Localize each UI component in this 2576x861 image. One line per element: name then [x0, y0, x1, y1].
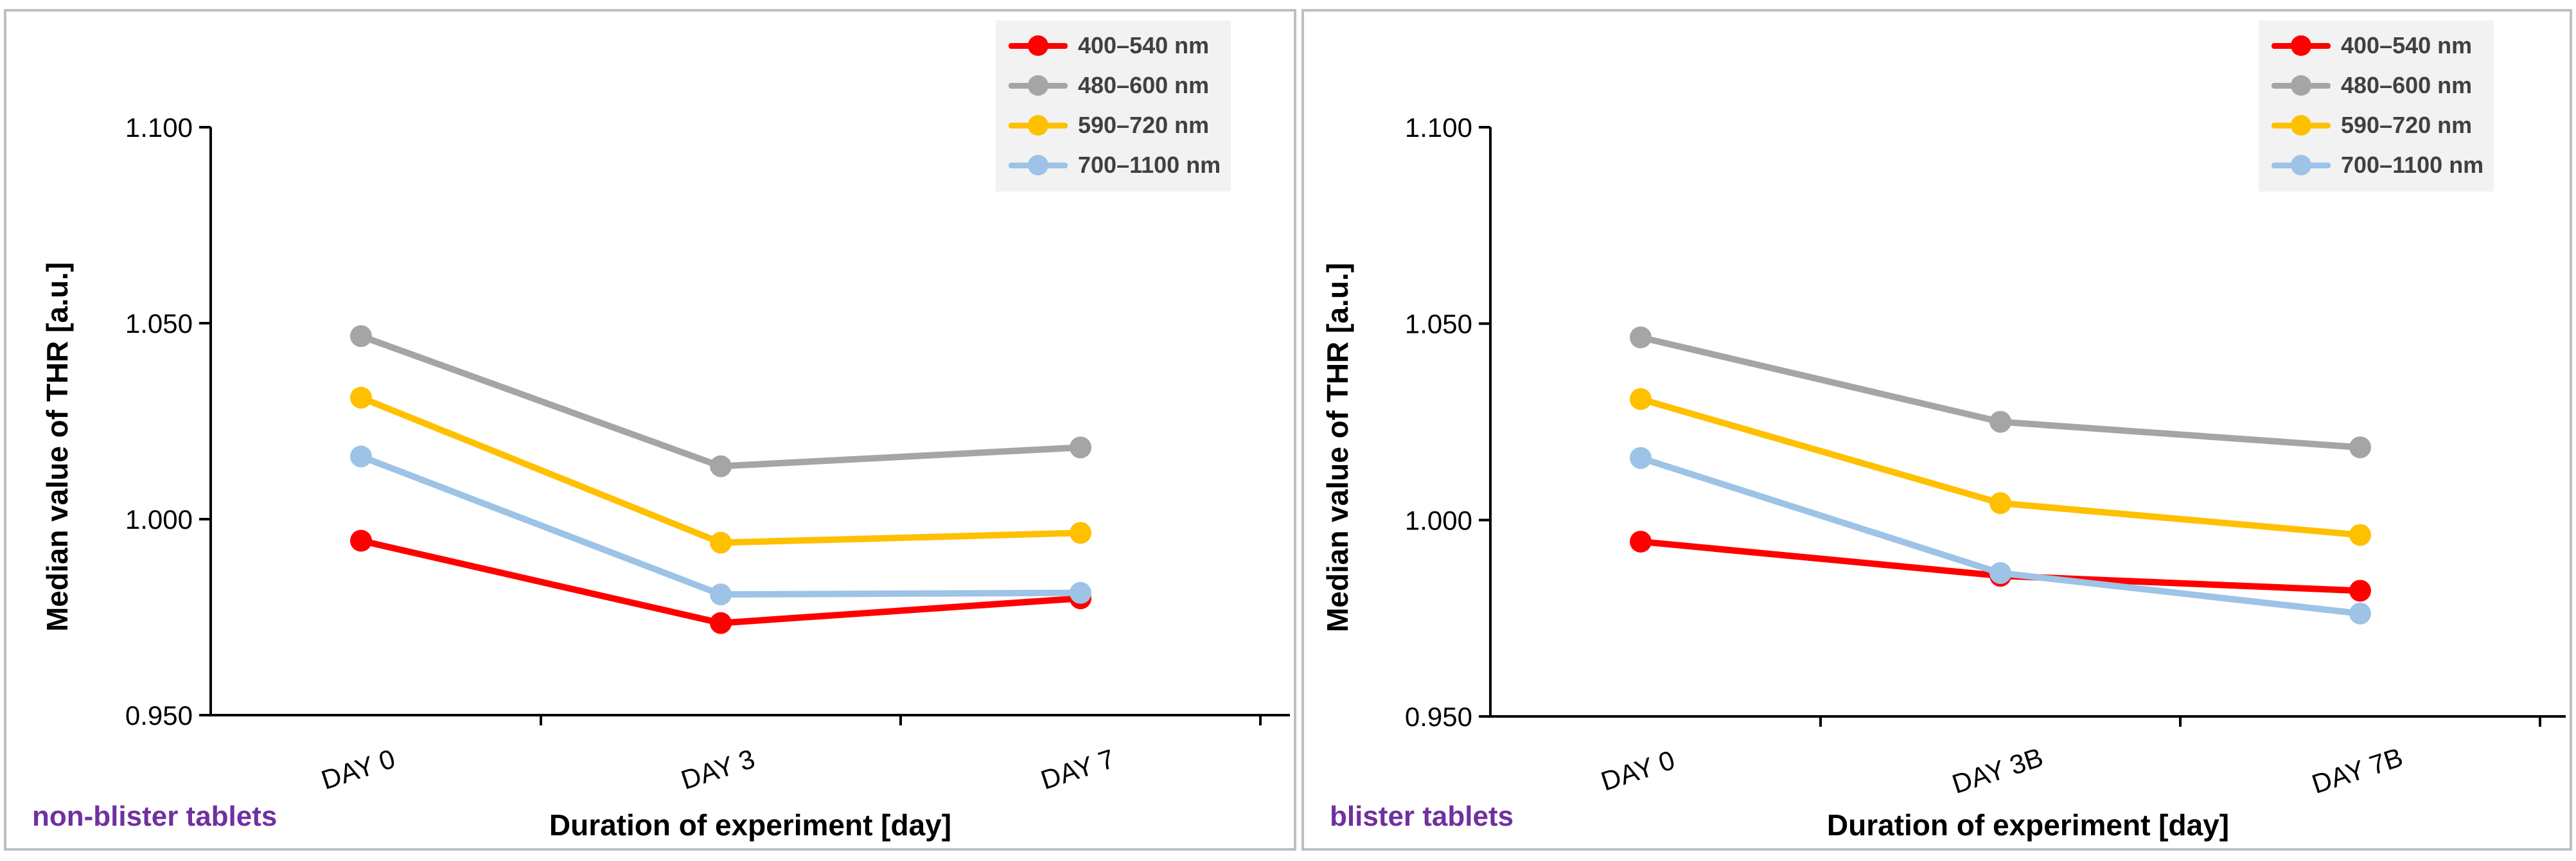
data-point-s4-1: [1630, 447, 1652, 469]
chart-panel-blister: 0.950 1.000 1.050 1.100 DAY 0 DAY 3B DAY 7B Dur…: [1301, 9, 2572, 851]
data-point-s3-1: [350, 386, 372, 409]
series-line-2: [358, 333, 1084, 470]
legend-item-480-600: 480–600 nm: [2268, 66, 2483, 105]
legend-label: 400–540 nm: [2341, 32, 2473, 58]
legend-label: 400–540 nm: [1078, 32, 1210, 58]
panel-caption: blister tablets: [1330, 801, 1514, 832]
legend-swatch-gray: [2268, 66, 2334, 105]
data-point-s2-1: [1630, 326, 1652, 349]
legend-swatch-lightblue: [1005, 145, 1072, 185]
data-point-s1-1: [350, 529, 372, 552]
legend-label: 700–1100 nm: [2341, 152, 2484, 178]
legend-swatch-lightblue: [2268, 145, 2334, 185]
data-point-s4-3: [2349, 602, 2371, 625]
legend-label: 590–720 nm: [1078, 112, 1210, 138]
data-point-s4-2: [710, 583, 732, 606]
x-tick-label: DAY 3: [677, 743, 758, 795]
legend-swatch-red: [2268, 26, 2334, 66]
data-point-s2-2: [710, 455, 732, 477]
data-point-s3-1: [1630, 388, 1652, 411]
legend-item-400-540: 400–540 nm: [1005, 26, 1221, 66]
legend-label: 590–720 nm: [2341, 112, 2473, 138]
legend-item-700-1100: 700–1100 nm: [2268, 145, 2483, 185]
y-tick-label: 1.000: [1405, 505, 1472, 535]
y-axis-title: Median value of THR [a.u.]: [40, 262, 74, 632]
legend-label: 480–600 nm: [1078, 72, 1210, 98]
y-tick-label: 1.050: [125, 308, 193, 339]
y-tick-label: 0.950: [1405, 702, 1472, 732]
line-chart-blister: 0.950 1.000 1.050 1.100 DAY 0 DAY 3B DAY 7B Dur…: [1321, 112, 2566, 842]
legend-swatch-gray: [1005, 66, 1072, 105]
x-tick-label: DAY 3B: [1948, 741, 2047, 799]
legend-item-480-600: 480–600 nm: [1005, 66, 1221, 105]
data-point-s4-3: [1070, 581, 1091, 604]
y-axis-title: Median value of THR [a.u.]: [1321, 263, 1354, 632]
data-point-s1-2: [710, 612, 732, 634]
data-point-s1-1: [1630, 530, 1652, 553]
legend-item-700-1100: 700–1100 nm: [1005, 145, 1221, 185]
x-axis-title: Duration of experiment [day]: [1827, 808, 2229, 842]
y-tick-label: 1.100: [125, 112, 193, 143]
x-tick-label: DAY 0: [1597, 745, 1678, 797]
x-axis-title: Duration of experiment [day]: [549, 808, 951, 842]
data-point-s3-2: [1989, 492, 2011, 515]
data-point-s4-1: [350, 445, 372, 468]
y-tick-label: 1.050: [1405, 309, 1472, 339]
x-tick-label: DAY 7B: [2308, 741, 2406, 799]
y-tick-label: 0.950: [125, 700, 193, 731]
data-point-s3-3: [1070, 522, 1091, 544]
panel-caption: non-blister tablets: [32, 801, 278, 832]
data-point-s2-3: [1070, 436, 1091, 459]
y-tick-label: 1.000: [125, 504, 193, 535]
data-point-s2-2: [1989, 411, 2011, 433]
legend-label: 480–600 nm: [2341, 72, 2473, 98]
data-point-s2-3: [2349, 436, 2371, 459]
legend-item-590-720: 590–720 nm: [1005, 105, 1221, 145]
data-point-s3-3: [2349, 524, 2371, 546]
line-chart-non-blister: 0.950 1.000 1.050 1.100 DAY 0 DAY 3 DAY 7 Durat…: [40, 112, 1290, 842]
legend-swatch-red: [1005, 26, 1072, 66]
chart-panel-non-blister: 0.950 1.000 1.050 1.100 DAY 0 DAY 3 DAY 7 Durat…: [4, 9, 1296, 851]
legend-swatch-yellow: [2268, 105, 2334, 145]
data-point-s3-2: [710, 531, 732, 554]
legend-swatch-yellow: [1005, 105, 1072, 145]
chart-legend: 400–540 nm 480–600 nm 590–720 nm 700–110…: [2259, 21, 2494, 191]
x-tick-label: DAY 0: [317, 743, 398, 795]
legend-label: 700–1100 nm: [1078, 152, 1221, 178]
data-point-s4-2: [1989, 562, 2011, 584]
data-point-s2-1: [350, 325, 372, 348]
legend-item-590-720: 590–720 nm: [2268, 105, 2483, 145]
series-line-4: [1637, 454, 2363, 617]
data-point-s1-3: [2349, 580, 2371, 602]
legend-item-400-540: 400–540 nm: [2268, 26, 2483, 66]
x-tick-label: DAY 7: [1037, 743, 1118, 795]
y-tick-label: 1.100: [1405, 112, 1472, 143]
chart-legend: 400–540 nm 480–600 nm 590–720 nm 700–110…: [996, 21, 1231, 191]
